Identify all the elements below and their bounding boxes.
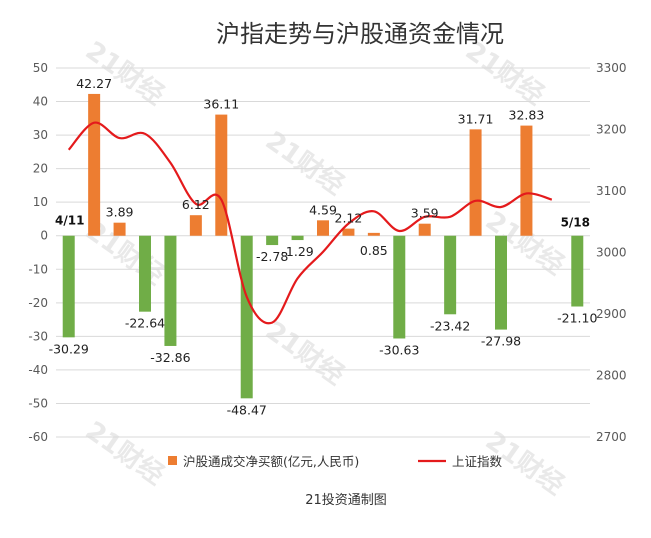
start-date-label: 4/11 — [55, 214, 84, 228]
bar-value-label: -23.42 — [430, 318, 470, 333]
bar — [113, 222, 126, 236]
bar-value-label: -21.10 — [557, 311, 597, 326]
bar — [189, 215, 202, 236]
bar — [393, 235, 406, 339]
left-axis-tick-label: 10 — [33, 195, 48, 209]
watermark-text: 21财经 — [80, 415, 170, 491]
left-axis-tick-label: 50 — [33, 61, 48, 75]
bar-value-label: -30.29 — [49, 341, 89, 356]
bar-value-label: -1.29 — [281, 244, 313, 259]
bar-value-label: 3.59 — [411, 206, 439, 221]
bar — [469, 129, 482, 236]
bar-layer — [62, 93, 584, 399]
legend: 沪股通成交净买额(亿元,人民币) 上证指数 — [168, 454, 503, 469]
left-axis-tick-label: 20 — [33, 162, 48, 176]
bar — [444, 235, 457, 315]
bar — [342, 228, 355, 236]
label-layer: -30.29 42.27 3.89 -22.64 -32.86 6.12 36.11 -48.… — [49, 76, 598, 417]
left-axis-tick-label: -50 — [28, 396, 48, 410]
left-axis-tick-label: 0 — [40, 229, 48, 243]
right-axis-tick-label: 3100 — [596, 184, 627, 198]
bar-value-label: 4.59 — [309, 202, 337, 217]
legend-swatch-bars — [168, 456, 177, 465]
bar-value-label: 36.11 — [203, 97, 239, 112]
bar-value-label: 6.12 — [182, 197, 210, 212]
left-axis-tick-label: -10 — [28, 262, 48, 276]
bar-value-label: -22.64 — [125, 316, 165, 331]
bar-value-label: 3.89 — [106, 205, 134, 220]
bar — [215, 114, 228, 236]
watermark-text: 21财经 — [260, 125, 350, 201]
bar — [418, 223, 431, 236]
bar-value-label: 2.12 — [335, 211, 363, 226]
end-date-label: 5/18 — [561, 216, 590, 230]
index-line — [67, 121, 553, 325]
left-axis-tick-label: -60 — [28, 430, 48, 444]
right-axis-tick-label: 2700 — [596, 430, 627, 444]
bar — [139, 235, 151, 312]
bar-value-label: -27.98 — [481, 334, 521, 349]
bar-value-label: 31.71 — [458, 111, 494, 126]
bar — [367, 232, 380, 236]
bar — [571, 235, 584, 307]
bar-value-label: -48.47 — [227, 402, 267, 417]
legend-label-line: 上证指数 — [452, 454, 503, 469]
bar — [495, 235, 507, 330]
bar — [317, 220, 329, 236]
bar-value-label: -30.63 — [379, 342, 419, 357]
watermark-text: 21财经 — [260, 315, 350, 391]
right-axis-tick-label: 3300 — [596, 61, 627, 75]
bar-value-label: -32.86 — [150, 350, 190, 365]
bar-value-label: 0.85 — [360, 243, 388, 258]
right-axis-tick-label: 3000 — [596, 246, 627, 260]
legend-label-bars: 沪股通成交净买额(亿元,人民币) — [183, 454, 359, 469]
bar — [88, 93, 101, 236]
left-axis-tick-label: -40 — [28, 363, 48, 377]
bar-value-label: 32.83 — [509, 108, 545, 123]
left-axis-tick-label: 40 — [33, 95, 48, 109]
bar — [291, 235, 304, 241]
bar — [62, 235, 75, 338]
bar — [520, 125, 533, 236]
bar-value-label: 42.27 — [76, 76, 112, 91]
bar — [164, 235, 177, 346]
source-caption: 21投资通制图 — [305, 492, 387, 508]
bar — [240, 235, 253, 399]
right-axis-tick-label: 3200 — [596, 123, 627, 137]
line-layer — [67, 121, 553, 325]
left-axis-tick-label: 30 — [33, 128, 48, 142]
bar — [266, 235, 279, 246]
right-axis-tick-label: 2800 — [596, 369, 627, 383]
bar-value-label: -2.78 — [256, 249, 288, 264]
chart-title: 沪指走势与沪股通资金情况 — [216, 20, 504, 48]
right-axis-tick-label: 2900 — [596, 307, 627, 321]
left-axis-tick-label: -30 — [28, 329, 48, 343]
left-axis-tick-label: -20 — [28, 296, 48, 310]
